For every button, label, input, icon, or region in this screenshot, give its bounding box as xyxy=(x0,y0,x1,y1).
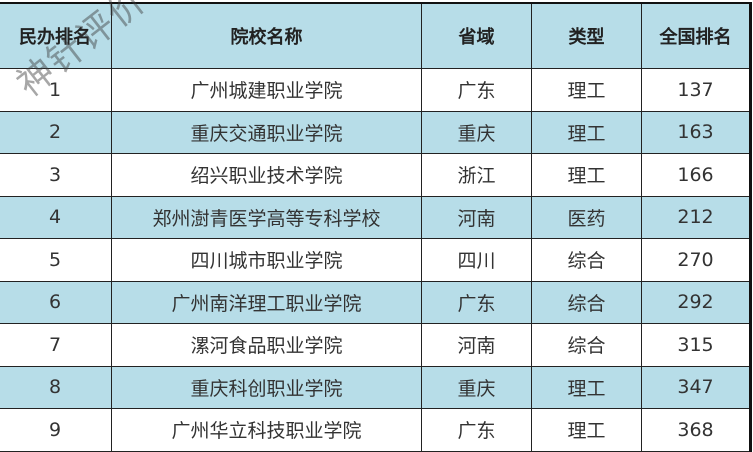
cell-national-rank: 368 xyxy=(641,408,751,452)
cell-school-name: 郑州澍青医学高等专科学校 xyxy=(111,195,422,239)
header-school-name: 院校名称 xyxy=(111,2,422,69)
cell-school-name: 四川城市职业学院 xyxy=(111,238,422,282)
cell-school-name: 广州华立科技职业学院 xyxy=(111,408,422,452)
table-row: 6 广州南洋理工职业学院 广东 综合 292 xyxy=(0,280,751,324)
header-national-rank: 全国排名 xyxy=(641,2,751,69)
cell-private-rank: 5 xyxy=(0,238,112,282)
table-row: 2 重庆交通职业学院 重庆 理工 163 xyxy=(0,110,751,154)
cell-private-rank: 1 xyxy=(0,68,112,112)
cell-national-rank: 163 xyxy=(641,110,751,154)
cell-province: 河南 xyxy=(421,323,532,367)
cell-school-name: 广州城建职业学院 xyxy=(111,68,422,112)
cell-national-rank: 270 xyxy=(641,238,751,282)
cell-type: 理工 xyxy=(531,110,642,154)
cell-school-name: 绍兴职业技术学院 xyxy=(111,153,422,197)
cell-type: 综合 xyxy=(531,238,642,282)
table-row: 5 四川城市职业学院 四川 综合 270 xyxy=(0,238,751,282)
cell-type: 综合 xyxy=(531,280,642,324)
cell-private-rank: 2 xyxy=(0,110,112,154)
cell-province: 重庆 xyxy=(421,110,532,154)
cell-province: 广东 xyxy=(421,408,532,452)
header-private-rank: 民办排名 xyxy=(0,2,112,69)
cell-province: 河南 xyxy=(421,195,532,239)
table-row: 3 绍兴职业技术学院 浙江 理工 166 xyxy=(0,153,751,197)
cell-national-rank: 292 xyxy=(641,280,751,324)
cell-type: 理工 xyxy=(531,153,642,197)
cell-national-rank: 315 xyxy=(641,323,751,367)
table-row: 1 广州城建职业学院 广东 理工 137 xyxy=(0,68,751,112)
cell-national-rank: 347 xyxy=(641,365,751,409)
header-type: 类型 xyxy=(531,2,642,69)
cell-private-rank: 4 xyxy=(0,195,112,239)
cell-national-rank: 166 xyxy=(641,153,751,197)
table-row: 8 重庆科创职业学院 重庆 理工 347 xyxy=(0,365,751,409)
cell-type: 理工 xyxy=(531,408,642,452)
cell-province: 广东 xyxy=(421,68,532,112)
cell-province: 重庆 xyxy=(421,365,532,409)
cell-school-name: 重庆交通职业学院 xyxy=(111,110,422,154)
cell-private-rank: 9 xyxy=(0,408,112,452)
cell-national-rank: 137 xyxy=(641,68,751,112)
cell-type: 理工 xyxy=(531,68,642,112)
cell-province: 浙江 xyxy=(421,153,532,197)
cell-school-name: 重庆科创职业学院 xyxy=(111,365,422,409)
header-row: 民办排名 院校名称 省域 类型 全国排名 xyxy=(0,2,751,69)
cell-private-rank: 3 xyxy=(0,153,112,197)
table-row: 4 郑州澍青医学高等专科学校 河南 医药 212 xyxy=(0,195,751,239)
cell-province: 广东 xyxy=(421,280,532,324)
table-row: 7 漯河食品职业学院 河南 综合 315 xyxy=(0,323,751,367)
cell-type: 理工 xyxy=(531,365,642,409)
cell-province: 四川 xyxy=(421,238,532,282)
header-province: 省域 xyxy=(421,2,532,69)
cell-school-name: 广州南洋理工职业学院 xyxy=(111,280,422,324)
cell-private-rank: 6 xyxy=(0,280,112,324)
cell-national-rank: 212 xyxy=(641,195,751,239)
cell-private-rank: 7 xyxy=(0,323,112,367)
table-row: 9 广州华立科技职业学院 广东 理工 368 xyxy=(0,408,751,452)
cell-type: 综合 xyxy=(531,323,642,367)
cell-school-name: 漯河食品职业学院 xyxy=(111,323,422,367)
cell-type: 医药 xyxy=(531,195,642,239)
cell-private-rank: 8 xyxy=(0,365,112,409)
